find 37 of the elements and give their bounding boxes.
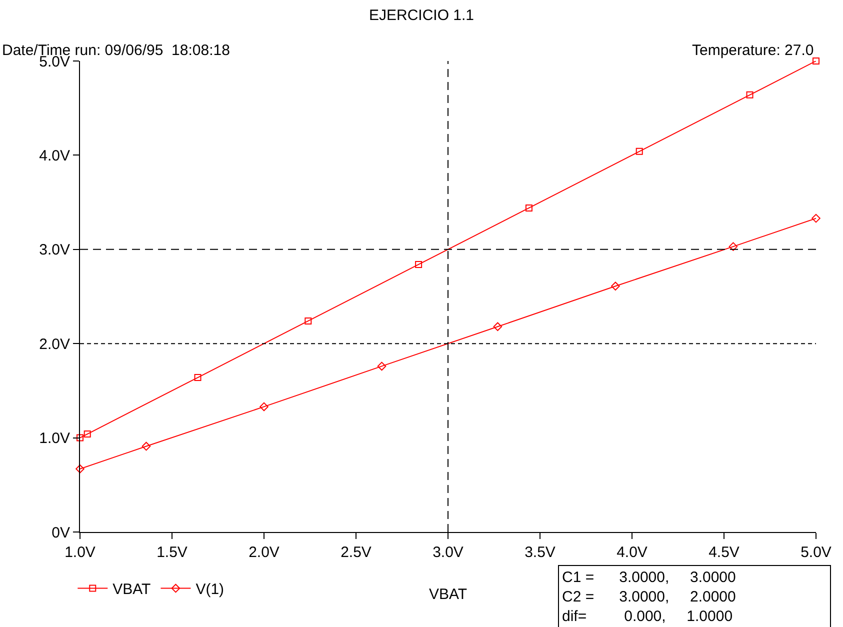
- point: [304, 317, 312, 324]
- point: [194, 374, 202, 382]
- point: [142, 442, 151, 451]
- point: [84, 430, 91, 438]
- legend-label: V(1): [196, 581, 224, 598]
- y-tick-label: 4.0V: [39, 147, 70, 164]
- y-tick-label: 3.0V: [39, 242, 70, 259]
- x-tick-label: 3.0V: [432, 544, 464, 561]
- x-tick-label: 5.0V: [800, 544, 832, 561]
- point: [611, 282, 620, 291]
- x-tick-label: 4.0V: [616, 544, 648, 561]
- x-tick-label: 2.5V: [340, 544, 372, 561]
- y-tick-label: 2.0V: [39, 336, 70, 353]
- x-tick-label: 1.0V: [64, 544, 96, 561]
- point: [260, 402, 268, 412]
- x-tick-label: 4.5V: [708, 544, 740, 561]
- y-tick-label: 0V: [52, 524, 70, 542]
- point: [76, 464, 84, 474]
- x-axis-title: VBAT: [428, 586, 468, 603]
- text: C1 = 3.0000, 3.0000 C2 = 3.0000, 2.0000 dif= 0.000, 1.0000: [562, 569, 736, 625]
- x-tick-label: 1.5V: [156, 544, 188, 561]
- y-tick-label: 1.0V: [39, 430, 70, 448]
- legend-label: VBAT: [112, 581, 151, 598]
- point: [377, 362, 386, 371]
- point: [812, 58, 820, 64]
- point: [415, 260, 422, 268]
- chart-title: EJERCICIO 1.1: [368, 6, 474, 24]
- text: Temperature: 27.0: [692, 42, 814, 59]
- point: [728, 242, 738, 251]
- point: [76, 434, 84, 442]
- x-tick-label: 2.0V: [248, 544, 280, 561]
- point: [493, 322, 502, 332]
- point: [812, 214, 820, 223]
- point: [746, 91, 754, 98]
- x-tick-label: 3.5V: [524, 544, 556, 561]
- point: [525, 204, 532, 212]
- point: [636, 148, 643, 155]
